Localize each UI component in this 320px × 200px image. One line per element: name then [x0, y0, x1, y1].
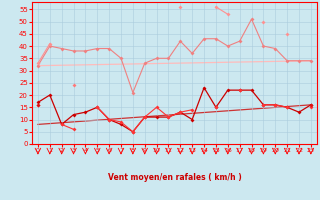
X-axis label: Vent moyen/en rafales ( km/h ): Vent moyen/en rafales ( km/h ): [108, 173, 241, 182]
